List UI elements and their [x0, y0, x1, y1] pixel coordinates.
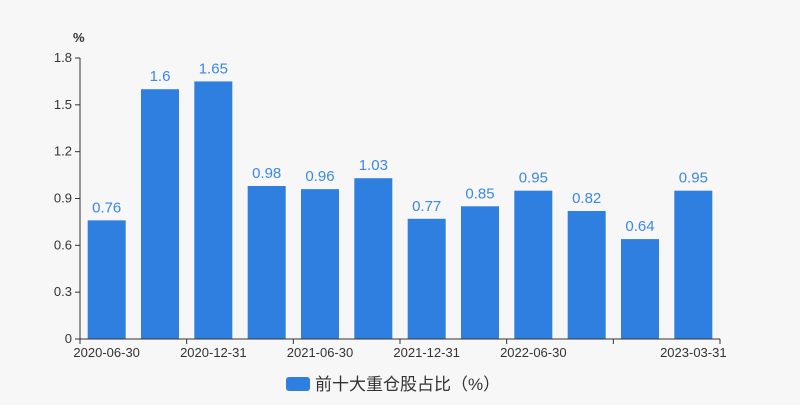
bar-value-label: 0.95 — [679, 170, 708, 187]
bar — [514, 190, 553, 339]
x-tick-label: 2020-12-31 — [180, 345, 247, 360]
y-tick-label: 0 — [65, 331, 72, 346]
bar-value-label: 0.77 — [412, 198, 441, 215]
x-tick-label: 2021-12-31 — [393, 345, 460, 360]
bar-value-label: 1.65 — [199, 60, 228, 77]
bar — [354, 178, 393, 339]
x-tick-label: 2022-06-30 — [500, 345, 567, 360]
bar — [407, 218, 446, 339]
x-axis: 2020-06-30 2020-12-31 2021-06-30 2021-12-31… — [73, 338, 727, 360]
y-tick-label: 1.5 — [54, 97, 72, 112]
y-axis-unit: % — [73, 30, 85, 45]
y-tick-label: 0.9 — [54, 191, 72, 206]
y-tick-label: 0.3 — [54, 284, 72, 299]
x-tick-label: 2021-06-30 — [287, 345, 354, 360]
bar-value-label: 0.64 — [625, 218, 654, 235]
bar — [194, 81, 233, 340]
bar-value-label: 0.95 — [519, 170, 548, 187]
legend-label: 前十大重仓股占比（%） — [315, 375, 500, 394]
bar-value-label: 1.03 — [359, 157, 388, 174]
bar-value-label: 0.76 — [92, 199, 121, 216]
bar — [87, 220, 126, 339]
bar — [674, 190, 713, 339]
bars: 0.76 1.6 1.65 0.98 0.96 1.03 0.77 0.85 0.95 0.82 0… — [87, 60, 713, 340]
bar-value-label: 0.96 — [305, 168, 334, 185]
x-tick-label: 2020-06-30 — [73, 345, 140, 360]
bar-value-label: 0.82 — [572, 190, 601, 207]
bar — [461, 206, 499, 339]
bar-value-label: 1.6 — [150, 68, 171, 85]
y-axis: 0 0.3 0.6 0.9 1.2 1.5 1.8 — [54, 50, 81, 346]
bar — [621, 239, 659, 339]
y-tick-label: 1.8 — [54, 50, 72, 65]
y-tick-label: 1.2 — [54, 144, 72, 159]
bar — [301, 189, 339, 339]
legend[interactable]: 前十大重仓股占比（%） — [286, 375, 500, 394]
bar — [141, 89, 179, 339]
bar — [247, 186, 286, 339]
bar — [567, 210, 606, 339]
y-tick-label: 0.6 — [54, 237, 72, 252]
legend-swatch — [286, 377, 310, 391]
bar-value-label: 0.98 — [252, 165, 281, 182]
x-tick-label: 2023-03-31 — [660, 345, 727, 360]
bar-value-label: 0.85 — [465, 185, 494, 202]
